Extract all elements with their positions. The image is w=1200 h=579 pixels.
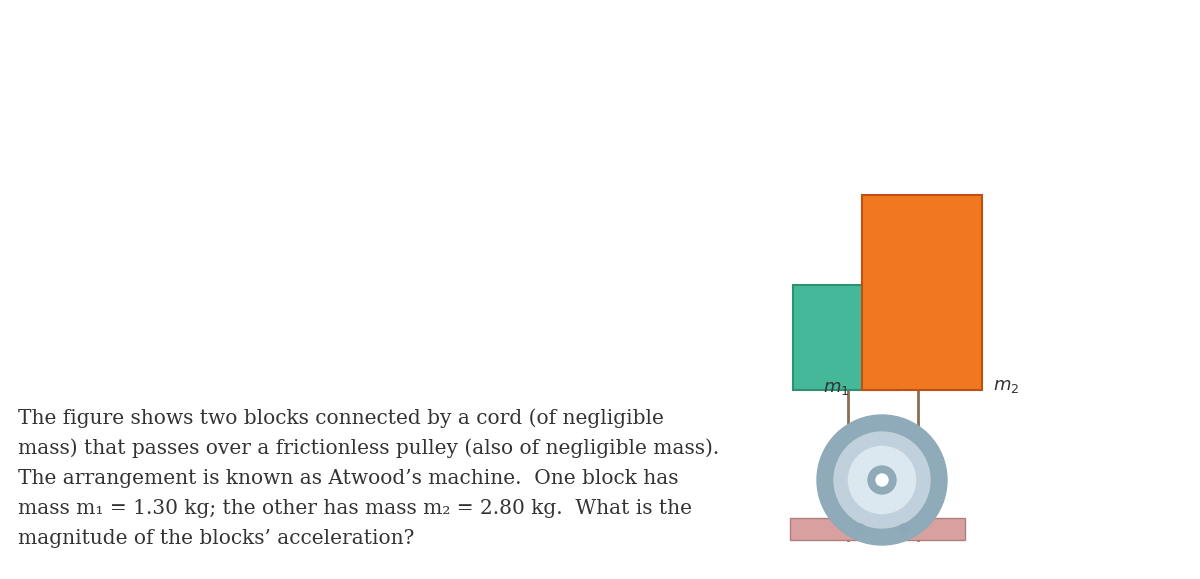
Bar [892, 420, 901, 540]
Circle shape [899, 524, 910, 534]
Text: magnitude of the blocks’ acceleration?: magnitude of the blocks’ acceleration? [18, 529, 414, 548]
Text: The arrangement is known as Atwood’s machine.  One block has: The arrangement is known as Atwood’s mac… [18, 469, 678, 488]
Text: mass) that passes over a frictionless pulley (also of negligible mass).: mass) that passes over a frictionless pu… [18, 438, 719, 458]
Text: $m_1$: $m_1$ [822, 379, 850, 397]
Circle shape [854, 524, 865, 534]
Bar [793, 285, 898, 390]
Bar [862, 195, 982, 390]
Bar [863, 420, 872, 540]
Text: The figure shows two blocks connected by a cord (of negligible: The figure shows two blocks connected by… [18, 408, 664, 428]
Circle shape [834, 432, 930, 528]
Circle shape [868, 466, 896, 494]
Bar [790, 518, 965, 540]
Circle shape [817, 415, 947, 545]
Circle shape [876, 474, 888, 486]
Text: mass m₁ = 1.30 kg; the other has mass m₂ = 2.80 kg.  What is the: mass m₁ = 1.30 kg; the other has mass m₂… [18, 499, 692, 518]
Text: $m_2$: $m_2$ [994, 377, 1019, 395]
Circle shape [848, 446, 916, 514]
